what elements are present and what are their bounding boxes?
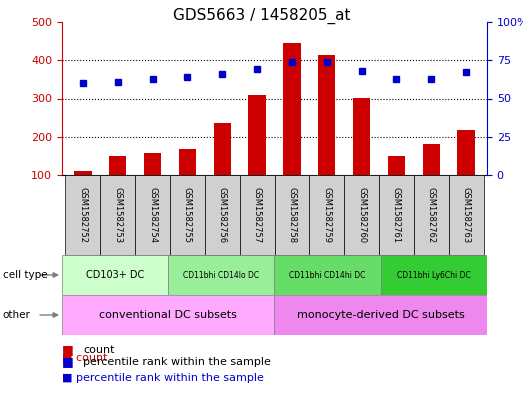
FancyBboxPatch shape (449, 175, 484, 255)
Text: monocyte-derived DC subsets: monocyte-derived DC subsets (297, 310, 464, 320)
FancyBboxPatch shape (62, 295, 275, 335)
Text: CD11bhi CD14lo DC: CD11bhi CD14lo DC (184, 270, 259, 279)
Bar (458, 130, 475, 213)
Text: GSM1582763: GSM1582763 (462, 187, 471, 243)
Text: GSM1582754: GSM1582754 (148, 187, 157, 243)
Bar (353, 98, 370, 213)
Text: GSM1582758: GSM1582758 (288, 187, 297, 243)
FancyBboxPatch shape (275, 255, 381, 295)
Text: percentile rank within the sample: percentile rank within the sample (83, 357, 271, 367)
FancyBboxPatch shape (381, 255, 487, 295)
FancyBboxPatch shape (379, 175, 414, 255)
Text: GSM1582761: GSM1582761 (392, 187, 401, 243)
Bar (423, 144, 440, 213)
Bar (213, 123, 231, 213)
Text: CD11bhi CD14hi DC: CD11bhi CD14hi DC (289, 270, 366, 279)
Bar (179, 149, 196, 213)
Text: ■: ■ (62, 343, 74, 356)
FancyBboxPatch shape (168, 255, 275, 295)
FancyBboxPatch shape (100, 175, 135, 255)
Bar (144, 153, 161, 213)
FancyBboxPatch shape (414, 175, 449, 255)
Text: GSM1582752: GSM1582752 (78, 187, 87, 243)
FancyBboxPatch shape (135, 175, 170, 255)
Text: conventional DC subsets: conventional DC subsets (99, 310, 237, 320)
Text: GSM1582762: GSM1582762 (427, 187, 436, 243)
FancyBboxPatch shape (205, 175, 240, 255)
Text: count: count (83, 345, 115, 355)
Text: ■: ■ (62, 356, 74, 369)
Text: GSM1582757: GSM1582757 (253, 187, 262, 243)
Text: GSM1582759: GSM1582759 (322, 187, 331, 243)
Text: CD103+ DC: CD103+ DC (86, 270, 144, 280)
FancyBboxPatch shape (240, 175, 275, 255)
Bar (318, 55, 335, 213)
Text: other: other (3, 310, 30, 320)
FancyBboxPatch shape (309, 175, 344, 255)
Bar (109, 156, 127, 213)
Bar (283, 43, 301, 213)
FancyBboxPatch shape (275, 175, 309, 255)
Bar (248, 95, 266, 213)
Text: ■ percentile rank within the sample: ■ percentile rank within the sample (62, 373, 264, 382)
Text: ■ count: ■ count (62, 353, 108, 363)
FancyBboxPatch shape (62, 255, 168, 295)
FancyBboxPatch shape (65, 175, 100, 255)
FancyBboxPatch shape (170, 175, 205, 255)
Text: GDS5663 / 1458205_at: GDS5663 / 1458205_at (173, 8, 350, 24)
Text: GSM1582756: GSM1582756 (218, 187, 227, 243)
Bar (388, 156, 405, 213)
Text: cell type: cell type (3, 270, 47, 280)
Text: GSM1582755: GSM1582755 (183, 187, 192, 243)
Bar (74, 171, 92, 213)
Text: GSM1582760: GSM1582760 (357, 187, 366, 243)
FancyBboxPatch shape (344, 175, 379, 255)
Text: GSM1582753: GSM1582753 (113, 187, 122, 243)
FancyBboxPatch shape (275, 295, 487, 335)
Text: CD11bhi Ly6Chi DC: CD11bhi Ly6Chi DC (397, 270, 471, 279)
